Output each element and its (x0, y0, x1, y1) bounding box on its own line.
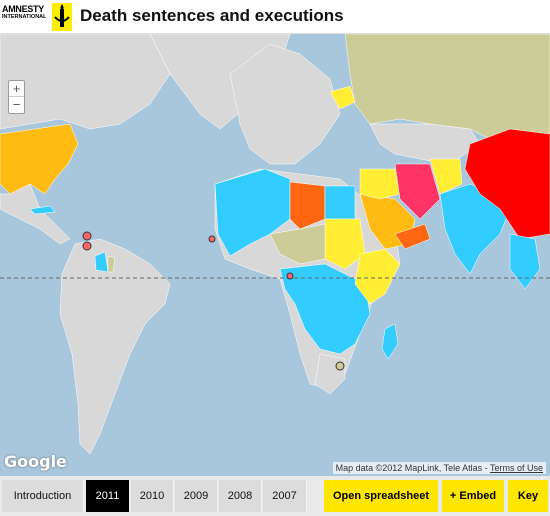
tab-introduction[interactable]: Introduction (2, 480, 84, 512)
terms-of-use-link[interactable]: Terms of Use (489, 463, 543, 473)
zoom-out-button[interactable]: − (12, 97, 21, 112)
central-africa-marker[interactable] (286, 272, 294, 280)
zoom-control[interactable]: + − (8, 80, 25, 114)
logo-line2: INTERNATIONAL (2, 14, 47, 20)
south-america-region[interactable] (59, 238, 171, 455)
usa-region[interactable] (0, 123, 79, 195)
west-africa-marker[interactable] (208, 235, 216, 243)
europe-region[interactable] (229, 43, 341, 165)
southeast-asia-region[interactable] (509, 233, 541, 290)
logo-line1: AMNESTY (2, 4, 44, 14)
tab-2007[interactable]: 2007 (263, 480, 307, 512)
map-attribution: Map data ©2012 MapLink, Tele Atlas - Ter… (332, 462, 546, 474)
tab-2008[interactable]: 2008 (219, 480, 262, 512)
google-logo[interactable]: Google (4, 452, 67, 471)
footer-bar: Introduction 2011 2010 2009 2008 2007 Op… (0, 476, 550, 516)
page-title: Death sentences and executions (80, 6, 344, 25)
south-africa-region[interactable] (314, 353, 346, 395)
attribution-text: Map data ©2012 MapLink, Tele Atlas - (335, 463, 490, 473)
zoom-in-button[interactable]: + (9, 81, 24, 97)
caribbean-marker-1[interactable] (82, 231, 92, 241)
key-button[interactable]: Key (508, 480, 548, 512)
candle-icon (52, 3, 72, 31)
embed-button[interactable]: + Embed (442, 480, 504, 512)
map-canvas[interactable] (0, 34, 550, 476)
central-africa-region[interactable] (279, 263, 371, 355)
yemen-region[interactable] (394, 223, 431, 250)
afghanistan-region[interactable] (429, 158, 463, 195)
suriname-region[interactable] (107, 255, 116, 273)
world-map[interactable]: + − Google Map data ©2012 MapLink, Tele … (0, 34, 550, 476)
madagascar-region[interactable] (381, 323, 399, 360)
canada-region[interactable] (0, 34, 171, 130)
central-asia-region[interactable] (369, 123, 481, 165)
cuba-region[interactable] (29, 205, 56, 215)
amnesty-logo[interactable]: AMNESTY INTERNATIONAL (2, 2, 74, 32)
iraq-region[interactable] (359, 168, 401, 200)
southern-africa-marker[interactable] (335, 361, 345, 371)
caribbean-marker-2[interactable] (82, 241, 92, 251)
tab-2010[interactable]: 2010 (131, 480, 174, 512)
egypt-region[interactable] (324, 185, 356, 220)
open-spreadsheet-button[interactable]: Open spreadsheet (324, 480, 438, 512)
tab-2011[interactable]: 2011 (86, 480, 130, 512)
libya-region[interactable] (289, 181, 326, 230)
logo-text: AMNESTY INTERNATIONAL (2, 4, 47, 21)
header: AMNESTY INTERNATIONAL Death sentences an… (0, 0, 550, 34)
chad-region[interactable] (269, 223, 326, 265)
iran-region[interactable] (394, 163, 441, 220)
tab-2009[interactable]: 2009 (175, 480, 218, 512)
